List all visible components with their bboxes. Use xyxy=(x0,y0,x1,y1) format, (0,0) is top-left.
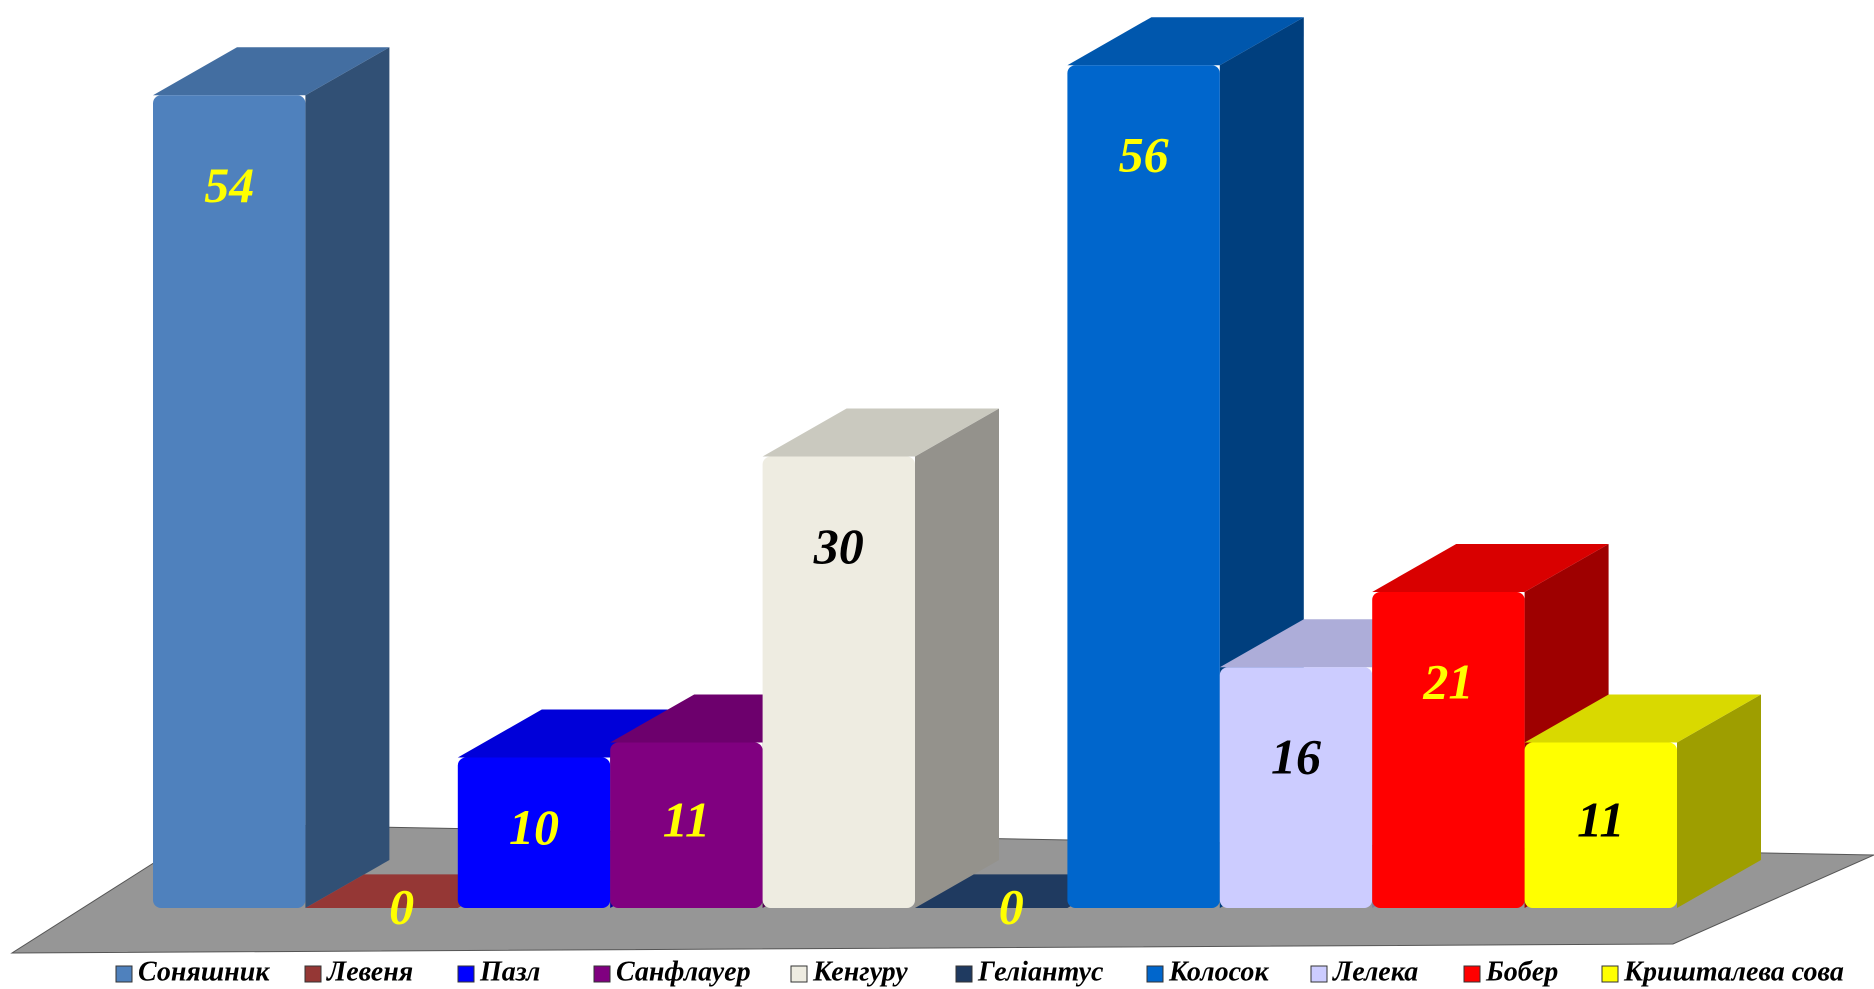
bar: 54 xyxy=(153,47,390,909)
legend-swatch xyxy=(1146,965,1164,983)
bar-front xyxy=(1067,65,1220,908)
bar-side xyxy=(915,408,999,908)
legend-label: Колосок xyxy=(1168,956,1269,987)
legend-label: Бобер xyxy=(1485,956,1558,987)
bar-front xyxy=(1524,742,1677,908)
bar-top xyxy=(457,709,695,758)
legend-swatch xyxy=(1601,965,1619,983)
legend-label: Санфлауер xyxy=(616,956,751,987)
bar-front xyxy=(762,456,915,908)
legend-label: Левеня xyxy=(326,956,413,987)
legend: Соняшник Левеня Пазл Санфлауер Кенгуру Геліан… xyxy=(115,956,1844,987)
legend-swatch xyxy=(955,965,973,983)
bar-front xyxy=(1372,591,1525,908)
bar-top xyxy=(1372,543,1609,592)
bars: 54 0 10 11 30 0 56 16 21 11 xyxy=(153,17,1761,934)
data-label: 30 xyxy=(813,518,864,574)
legend-swatch xyxy=(304,965,322,983)
legend-label: Кришталева сова xyxy=(1623,956,1844,987)
bar-front xyxy=(153,95,306,909)
legend-swatch xyxy=(593,965,611,983)
bar-side xyxy=(1677,694,1761,908)
bar-front xyxy=(1219,667,1373,908)
bar-top xyxy=(153,47,390,96)
data-label: 56 xyxy=(1119,127,1169,183)
legend-swatch xyxy=(1310,965,1328,983)
legend-label: Кенгуру xyxy=(812,956,908,987)
data-label: 11 xyxy=(1577,792,1624,848)
legend-swatch xyxy=(790,965,808,983)
data-label: 21 xyxy=(1422,653,1473,709)
bar-top xyxy=(762,408,999,457)
data-label: 11 xyxy=(663,792,710,848)
bar-top xyxy=(1067,17,1304,66)
bar-front xyxy=(457,757,611,908)
data-label: 16 xyxy=(1271,729,1321,785)
data-label: 0 xyxy=(389,878,414,934)
legend-label: Соняшник xyxy=(138,956,270,987)
bar: 11 xyxy=(1524,694,1761,908)
legend-label: Лелека xyxy=(1332,956,1418,987)
bar-front xyxy=(610,742,763,908)
data-label: 0 xyxy=(999,878,1024,934)
bar-top xyxy=(1524,694,1761,743)
legend-swatch xyxy=(1463,965,1481,983)
legend-label: Пазл xyxy=(479,956,540,987)
legend-swatch xyxy=(457,965,475,983)
data-label: 54 xyxy=(204,157,254,213)
data-label: 10 xyxy=(509,799,559,855)
legend-swatch xyxy=(115,965,133,983)
legend-label: Геліантус xyxy=(977,956,1104,987)
bar: 30 xyxy=(762,408,999,908)
bar-side xyxy=(305,47,390,909)
